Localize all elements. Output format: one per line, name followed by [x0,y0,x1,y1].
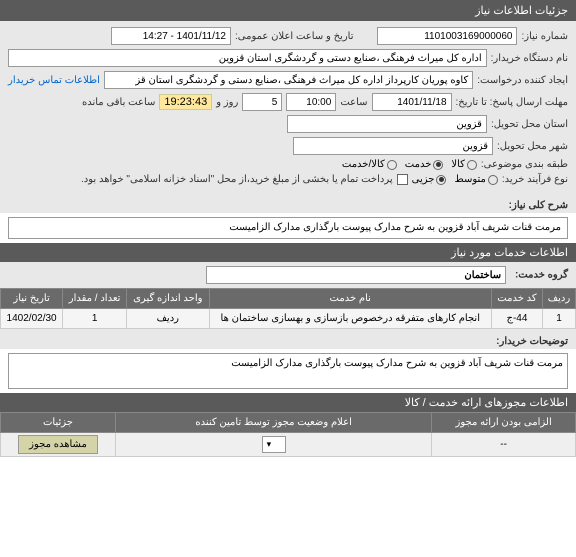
th-permit-status: اعلام وضعیت مجوز توسط تامین کننده [116,413,432,433]
cell-qty: 1 [63,309,127,329]
province-field: قزوین [287,115,487,133]
need-no-label: شماره نیاز: [521,31,568,42]
purchase-type-label: نوع فرآیند خرید: [502,174,568,185]
th-idx: ردیف [542,289,575,309]
main-desc-box: مرمت قنات شریف آباد قزوین به شرح مدارک پ… [8,217,568,239]
permit-status-cell [116,433,432,457]
requester-label: ایجاد کننده درخواست: [477,75,568,86]
th-permit-details: جزئیات [1,413,116,433]
payment-checkbox[interactable] [397,174,408,185]
announce-field: 1401/11/12 - 14:27 [111,27,231,45]
radio-dot-icon [488,175,498,185]
radio-khedmat[interactable]: خدمت [405,159,444,170]
city-field: قزوین [293,137,493,155]
th-qty: تعداد / مقدار [63,289,127,309]
radio-dot-icon [433,160,443,170]
city-label: شهر محل تحویل: [497,141,568,152]
permit-details-cell: مشاهده مجوز [1,433,116,457]
deadline-date-field: 1401/11/18 [372,93,452,111]
group-label: گروه خدمت: [515,270,568,281]
radio-dot-icon [387,160,397,170]
radio-kala[interactable]: کالا [451,159,477,170]
th-code: کد خدمت [492,289,543,309]
radio-dot-icon [467,160,477,170]
purchase-radio-group: متوسط جزیی [412,174,498,185]
cell-unit: ردیف [127,309,209,329]
days-label: روز و [216,97,238,108]
permit-section-title: اطلاعات مجوزهای ارائه خدمت / کالا [0,393,576,412]
th-permit-required: الزامی بودن ارائه مجوز [432,413,576,433]
radio-khedmat-label: خدمت [405,159,432,170]
info-section-title: اطلاعات خدمات مورد نیاز [0,243,576,262]
th-unit: واحد اندازه گیری [127,289,209,309]
deadline-time-field: 10:00 [286,93,336,111]
permit-table: الزامی بودن ارائه مجوز اعلام وضعیت مجوز … [0,412,576,457]
main-desc-label: شرح کلی نیاز: [509,200,568,211]
radio-medium[interactable]: متوسط [454,174,497,185]
form-area: شماره نیاز: 1101003169000060 تاریخ و ساع… [0,21,576,195]
buyer-notes-label: توضیحات خریدار: [496,336,568,347]
radio-partial-label: جزیی [412,174,435,185]
province-label: استان محل تحویل: [491,119,568,130]
requester-field: کاوه پوریان کارپرداز اداره کل میراث فرهن… [104,71,473,89]
buyer-field: اداره کل میراث فرهنگی ،صنایع دستی و گردش… [8,49,487,67]
buyer-label: نام دستگاه خریدار: [491,53,568,64]
cell-name: انجام کارهای متفرقه درخصوص بازسازی و بهس… [209,309,491,329]
table-row: 1 44-ج انجام کارهای متفرقه درخصوص بازساز… [1,309,576,329]
page-title: جزئیات اطلاعات نیاز [475,5,568,17]
radio-partial[interactable]: جزیی [412,174,447,185]
time-label: ساعت [340,97,367,108]
permit-required-cell: -- [432,433,576,457]
table-row: -- مشاهده مجوز [1,433,576,457]
th-name: نام خدمت [209,289,491,309]
days-count-field: 5 [242,93,282,111]
cell-code: 44-ج [492,309,543,329]
radio-kala-label: کالا [451,159,465,170]
payment-note: پرداخت تمام یا بخشی از مبلغ خرید،از محل … [81,174,393,185]
page-header: جزئیات اطلاعات نیاز [0,0,576,21]
remain-label: ساعت باقی مانده [82,97,155,108]
contact-link[interactable]: اطلاعات تماس خریدار [8,75,100,86]
remain-time: 19:23:43 [159,94,212,110]
subject-type-label: طبقه بندی موضوعی: [481,159,568,170]
th-date: تاریخ نیاز [1,289,63,309]
group-field: ساختمان [206,266,506,284]
cell-idx: 1 [542,309,575,329]
deadline-label: مهلت ارسال پاسخ: تا تاریخ: [456,97,568,108]
permit-status-select[interactable] [262,436,286,453]
radio-both-label: کالا/خدمت [342,159,385,170]
announce-label: تاریخ و ساعت اعلان عمومی: [235,31,354,42]
cell-date: 1402/02/30 [1,309,63,329]
view-permit-button[interactable]: مشاهده مجوز [18,435,98,454]
buyer-notes-box: مرمت قنات شریف آباد قزوین به شرح مدارک پ… [8,353,568,389]
radio-dot-icon [436,175,446,185]
radio-medium-label: متوسط [454,174,485,185]
radio-both[interactable]: کالا/خدمت [342,159,397,170]
subject-radio-group: کالا خدمت کالا/خدمت [342,159,477,170]
need-no-field: 1101003169000060 [377,27,517,45]
service-table: ردیف کد خدمت نام خدمت واحد اندازه گیری ت… [0,288,576,329]
